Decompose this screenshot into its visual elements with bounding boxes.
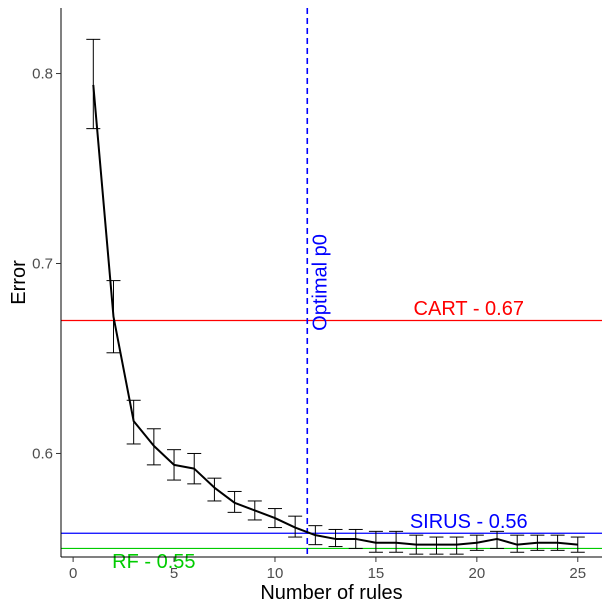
y-tick-label: 0.6 bbox=[32, 445, 53, 462]
x-tick-label: 5 bbox=[170, 565, 178, 582]
y-tick-label: 0.8 bbox=[32, 66, 53, 83]
x-tick-label: 0 bbox=[69, 565, 77, 582]
rf-0-55-label: RF - 0.55 bbox=[112, 551, 195, 573]
sirus-0-56-label: SIRUS - 0.56 bbox=[410, 511, 528, 533]
x-tick-label: 15 bbox=[368, 565, 385, 582]
x-tick-label: 25 bbox=[569, 565, 586, 582]
error-bar bbox=[86, 38, 101, 130]
x-tick-label: 10 bbox=[267, 565, 284, 582]
axes-layer bbox=[60, 8, 602, 558]
reference-lines-layer: CART - 0.67 SIRUS - 0.56 RF - 0.55 Optimal … bbox=[61, 8, 602, 573]
optimal-p0-label: Optimal p0 bbox=[309, 234, 331, 331]
x-axis-title: Number of rules bbox=[260, 582, 402, 604]
cart-0-67-label: CART - 0.67 bbox=[414, 298, 524, 320]
y-tick-label: 0.7 bbox=[32, 256, 53, 273]
ticks-layer: 0 5 10 15 20 25 0.6 0.7 0.8 bbox=[32, 66, 586, 582]
series-layer bbox=[86, 38, 585, 555]
error-bar bbox=[207, 477, 222, 502]
error-curve-line bbox=[92, 84, 578, 546]
y-axis-title: Error bbox=[8, 260, 30, 305]
x-tick-label: 20 bbox=[468, 565, 485, 582]
